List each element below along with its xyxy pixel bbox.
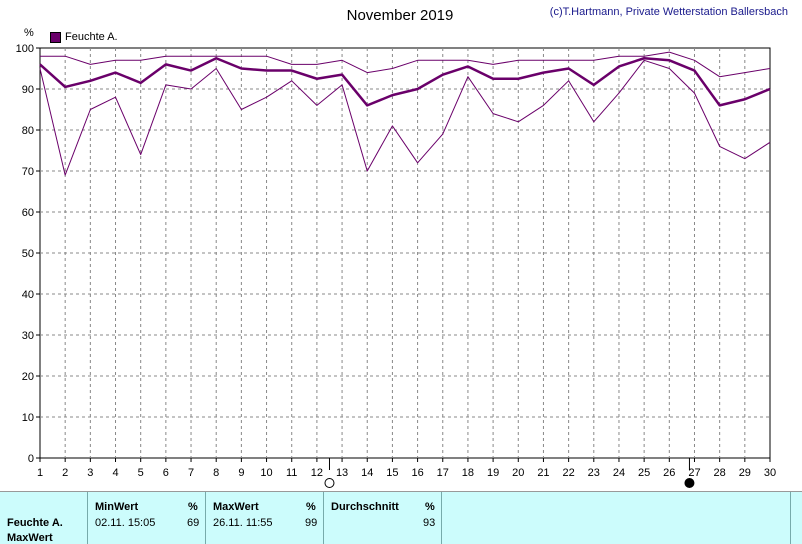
x-tick-label: 9 [238, 467, 244, 479]
stats-max-datetime: 26.11. 11:55 [213, 517, 273, 529]
stats-row-label: Feuchte A. [7, 517, 63, 529]
stats-max-unit: % [306, 501, 316, 513]
stats-avg-header: Durchschnitt [331, 501, 399, 513]
x-tick-label: 14 [361, 467, 373, 479]
y-tick-label: 20 [22, 371, 34, 383]
x-tick-label: 21 [537, 467, 549, 479]
series-line-avg [39, 57, 771, 107]
y-tick-label: 80 [22, 125, 34, 137]
stats-min-datetime: 02.11. 15:05 [95, 517, 156, 529]
chart-title: November 2019 [346, 7, 454, 24]
x-tick-label: 18 [462, 467, 474, 479]
stats-panel: Feuchte A. MaxWert MinWert % 02.11. 15:0… [0, 491, 802, 544]
x-tick-label: 26 [663, 467, 675, 479]
y-tick-label: 100 [16, 43, 34, 55]
stats-empty-cell [441, 492, 791, 544]
legend: Feuchte A. [50, 31, 118, 43]
y-tick-label: 10 [22, 412, 34, 424]
x-tick-label: 17 [437, 467, 449, 479]
y-tick-label: 70 [22, 166, 34, 178]
x-tick-label: 4 [112, 467, 118, 479]
x-tick-label: 30 [764, 467, 776, 479]
stats-min-unit: % [188, 501, 198, 513]
y-axis-unit: % [24, 27, 34, 39]
series-line-min [39, 59, 771, 176]
stats-max-cell: MaxWert % 26.11. 11:55 99 [205, 492, 324, 544]
y-tick-label: 60 [22, 207, 34, 219]
x-tick-label: 24 [613, 467, 625, 479]
stats-max-header: MaxWert [213, 501, 259, 513]
x-tick-label: 6 [163, 467, 169, 479]
x-tick-label: 16 [411, 467, 423, 479]
y-tick-label: 50 [22, 248, 34, 260]
legend-swatch [50, 31, 61, 43]
new-moon-icon [684, 478, 695, 488]
x-tick-label: 7 [188, 467, 194, 479]
x-tick-label: 13 [336, 467, 348, 479]
x-tick-label: 10 [260, 467, 272, 479]
x-tick-label: 15 [386, 467, 398, 479]
y-tick-label: 30 [22, 330, 34, 342]
stats-min-value: 69 [187, 517, 200, 529]
x-tick-label: 29 [739, 467, 751, 479]
stats-avg-unit: % [425, 501, 435, 513]
y-tick-label: 90 [22, 84, 34, 96]
series-line-max [40, 51, 771, 78]
x-tick-label: 1 [37, 467, 43, 479]
x-tick-label: 3 [87, 467, 93, 479]
x-tick-label: 8 [213, 467, 219, 479]
x-tick-label: 27 [688, 467, 700, 479]
x-tick-label: 19 [487, 467, 499, 479]
x-tick-label: 11 [286, 467, 297, 479]
credit-text: (c)T.Hartmann, Private Wetterstation Bal… [549, 6, 788, 18]
x-tick-label: 23 [588, 467, 600, 479]
x-tick-label: 25 [638, 467, 650, 479]
x-tick-label: 5 [138, 467, 144, 479]
stats-row-label-2: MaxWert [7, 532, 53, 544]
full-moon-icon [324, 478, 335, 488]
legend-label: Feuchte A. [65, 31, 118, 43]
stats-avg-value: 93 [423, 517, 436, 529]
x-tick-label: 12 [311, 467, 323, 479]
x-tick-label: 28 [714, 467, 726, 479]
stats-max-value: 99 [305, 517, 318, 529]
x-tick-label: 22 [562, 467, 574, 479]
stats-min-cell: MinWert % 02.11. 15:05 69 [87, 492, 206, 544]
y-tick-label: 0 [28, 453, 34, 465]
stats-avg-cell: Durchschnitt % 93 [323, 492, 442, 544]
y-tick-label: 40 [22, 289, 34, 301]
x-tick-label: 20 [512, 467, 524, 479]
x-tick-label: 2 [62, 467, 68, 479]
stats-min-header: MinWert [95, 501, 139, 513]
